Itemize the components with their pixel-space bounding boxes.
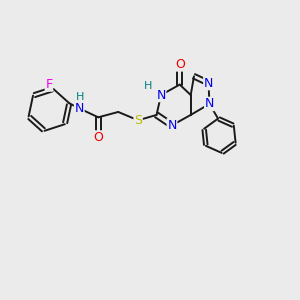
Text: F: F: [45, 78, 52, 91]
Text: N: N: [204, 76, 213, 90]
Text: O: O: [175, 58, 185, 71]
Text: N: N: [167, 119, 177, 132]
Text: N: N: [156, 88, 166, 101]
Text: N: N: [205, 98, 214, 110]
Text: S: S: [134, 114, 142, 127]
Text: O: O: [93, 131, 103, 144]
Text: N: N: [75, 102, 84, 115]
Text: H: H: [144, 81, 153, 91]
Text: H: H: [76, 92, 84, 102]
